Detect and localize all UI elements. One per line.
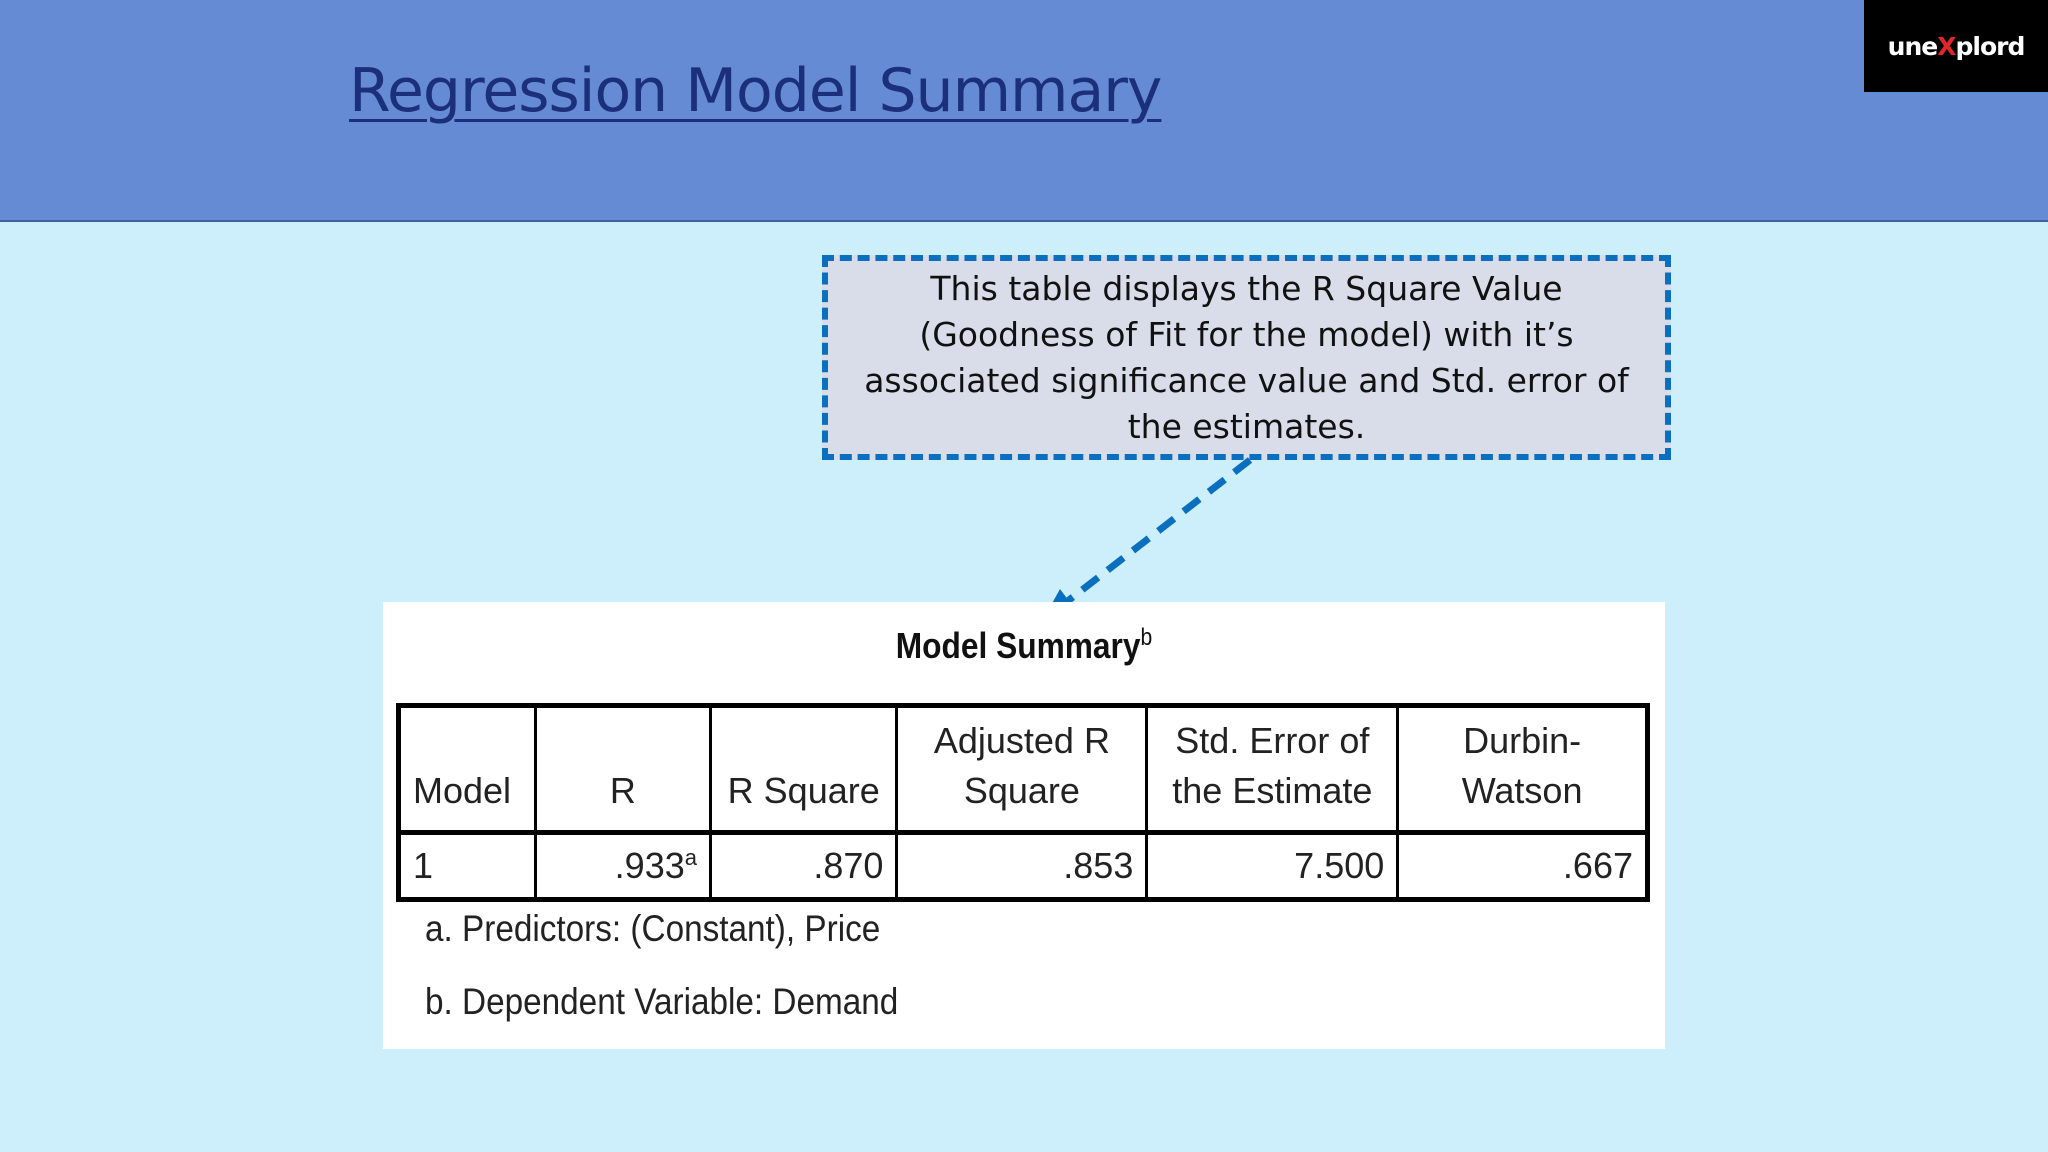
slide-header: Regression Model Summary uneXplord (0, 0, 2048, 222)
header-adjusted-r-square: Adjusted R Square (895, 704, 1149, 834)
table-row: 1 .933a .870 .853 7.500 .667 (397, 831, 1649, 901)
model-summary-title-text: Model Summary (895, 625, 1141, 666)
cell-r-value: .933 (614, 845, 685, 886)
logo-x-mark: X (1937, 31, 1956, 61)
logo-suffix: plord (1955, 31, 2025, 61)
header-r: R (533, 704, 713, 834)
slide-title: Regression Model Summary (349, 56, 1162, 126)
cell-r-superscript: a (684, 845, 697, 870)
cell-durbin-watson: .667 (1396, 831, 1649, 901)
callout-box: This table displays the R Square Value (… (822, 255, 1671, 460)
header-std-error: Std. Error of the Estimate (1145, 704, 1400, 834)
logo-wordmark: uneXplord (1887, 31, 2026, 61)
cell-r: .933a (533, 831, 713, 901)
footnote-predictors: a. Predictors: (Constant), Price (425, 908, 881, 949)
model-summary-title: Model Summaryb (460, 624, 1588, 667)
title-superscript: b (1140, 624, 1153, 651)
callout-text: This table displays the R Square Value (… (864, 268, 1629, 446)
cell-adjusted-r-square: .853 (895, 831, 1149, 901)
cell-std-error: 7.500 (1145, 831, 1400, 901)
header-durbin-watson: Durbin-Watson (1396, 704, 1649, 834)
model-summary-table: Model R R Square Adjusted R Square Std. … (396, 703, 1650, 902)
model-summary-panel: Model Summaryb Model R R Square Adjusted… (383, 602, 1665, 1049)
table-header-row: Model R R Square Adjusted R Square Std. … (397, 704, 1649, 834)
header-r-square: R Square (708, 704, 899, 834)
cell-r-square: .870 (708, 831, 899, 901)
brand-logo: uneXplord (1864, 0, 2048, 92)
logo-prefix: une (1887, 31, 1939, 61)
cell-model: 1 (397, 831, 537, 901)
footnote-dependent-variable: b. Dependent Variable: Demand (425, 981, 899, 1022)
header-model: Model (397, 704, 537, 834)
